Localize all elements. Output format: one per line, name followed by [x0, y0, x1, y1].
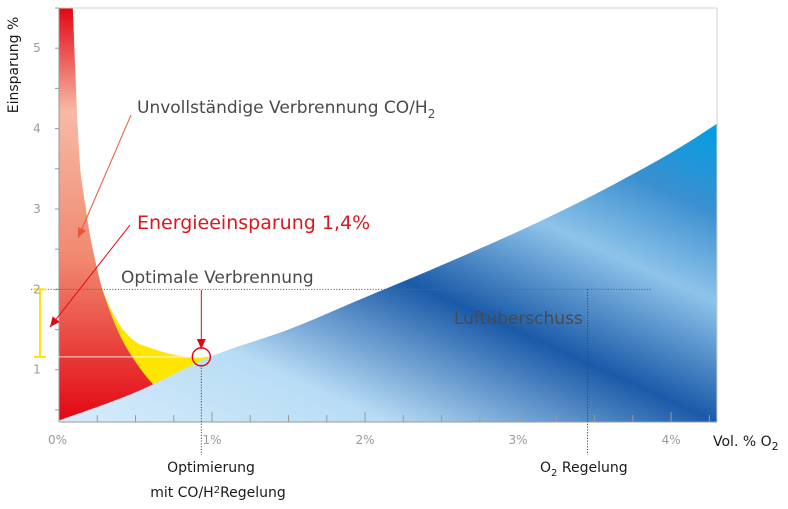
excess-air-area: [59, 123, 717, 423]
x-tick-label: 3%: [509, 433, 528, 447]
label-optimization-sub: 2: [214, 485, 220, 496]
x-tick-label: 2%: [356, 433, 375, 447]
x-tick-label: 1%: [202, 433, 221, 447]
x-axis-title-sub: 2: [772, 440, 779, 453]
label-optimization-line2: mit CO/H2Regelung: [150, 485, 286, 501]
annotation-energy-savings: Energieeinsparung 1,4%: [137, 212, 370, 234]
label-optimization-post: Regelung: [220, 485, 286, 501]
annotation-incomplete-sub: 2: [428, 107, 436, 121]
incomplete-combustion-area: [59, 8, 213, 422]
label-o2-regulation: O2 Regelung: [540, 460, 628, 479]
arrow-savings-head: [50, 316, 60, 327]
annotation-incomplete-combustion: Unvollständige Verbrennung CO/H2: [137, 98, 435, 121]
x-axis-title: Vol. % O2: [713, 434, 779, 453]
arrow-savings: [49, 224, 131, 328]
arrow-incomplete: [77, 114, 132, 239]
arrow-optimal: [196, 290, 206, 349]
arrow-optimal-head: [196, 339, 206, 349]
x-tick-label: 0%: [48, 433, 67, 447]
y-axis-title: Einsparung %: [6, 17, 22, 114]
y-tick-label: 1: [33, 363, 41, 377]
label-optimization-line1: Optimierung: [167, 460, 255, 476]
annotation-optimal-combustion: Optimale Verbrennung: [121, 268, 314, 288]
y-tick-label: 2: [33, 282, 41, 296]
y-tick-label: 3: [33, 202, 41, 216]
y-tick-label: 4: [33, 122, 41, 136]
arrow-incomplete-shaft: [77, 114, 132, 239]
label-o2-post: Regelung: [557, 460, 627, 476]
arrow-savings-shaft: [49, 224, 131, 328]
arrow-incomplete-head: [77, 227, 87, 238]
x-tick-label: 4%: [662, 433, 681, 447]
label-o2-sub: 2: [551, 468, 557, 479]
y-tick-label: 5: [33, 41, 41, 55]
annotation-excess-air: Luftüberschuss: [454, 309, 583, 329]
